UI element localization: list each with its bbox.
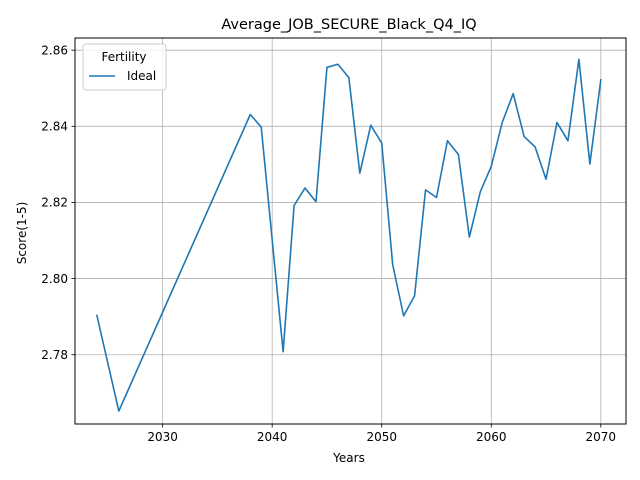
x-tick-label: 2030	[147, 430, 178, 444]
x-tick-label: 2070	[586, 430, 617, 444]
y-tick-label: 2.86	[41, 43, 68, 57]
x-tick-label: 2060	[476, 430, 507, 444]
y-axis-label: Score(1-5)	[15, 202, 29, 265]
y-tick-label: 2.80	[41, 272, 68, 286]
legend-label-ideal: Ideal	[127, 69, 156, 83]
series-line-ideal	[95, 58, 602, 412]
y-tick-label: 2.84	[41, 120, 68, 134]
x-tick-label: 2050	[366, 430, 397, 444]
x-tick-label: 2040	[257, 430, 288, 444]
x-axis-label: Years	[332, 451, 365, 465]
legend: Fertility Ideal	[82, 43, 167, 91]
grid	[75, 38, 626, 424]
legend-title: Fertility	[101, 50, 146, 64]
y-tick-label: 2.78	[41, 348, 68, 362]
axis-ticks: 2030 2040 2050 2060 2070 2.78 2.80 2.82 2.84 2.86	[41, 43, 616, 444]
plot-frame	[74, 37, 627, 425]
y-tick-label: 2.82	[41, 196, 68, 210]
chart-title: Average_JOB_SECURE_Black_Q4_IQ	[221, 17, 476, 33]
series-layer	[95, 58, 602, 412]
legend-box	[82, 43, 167, 91]
